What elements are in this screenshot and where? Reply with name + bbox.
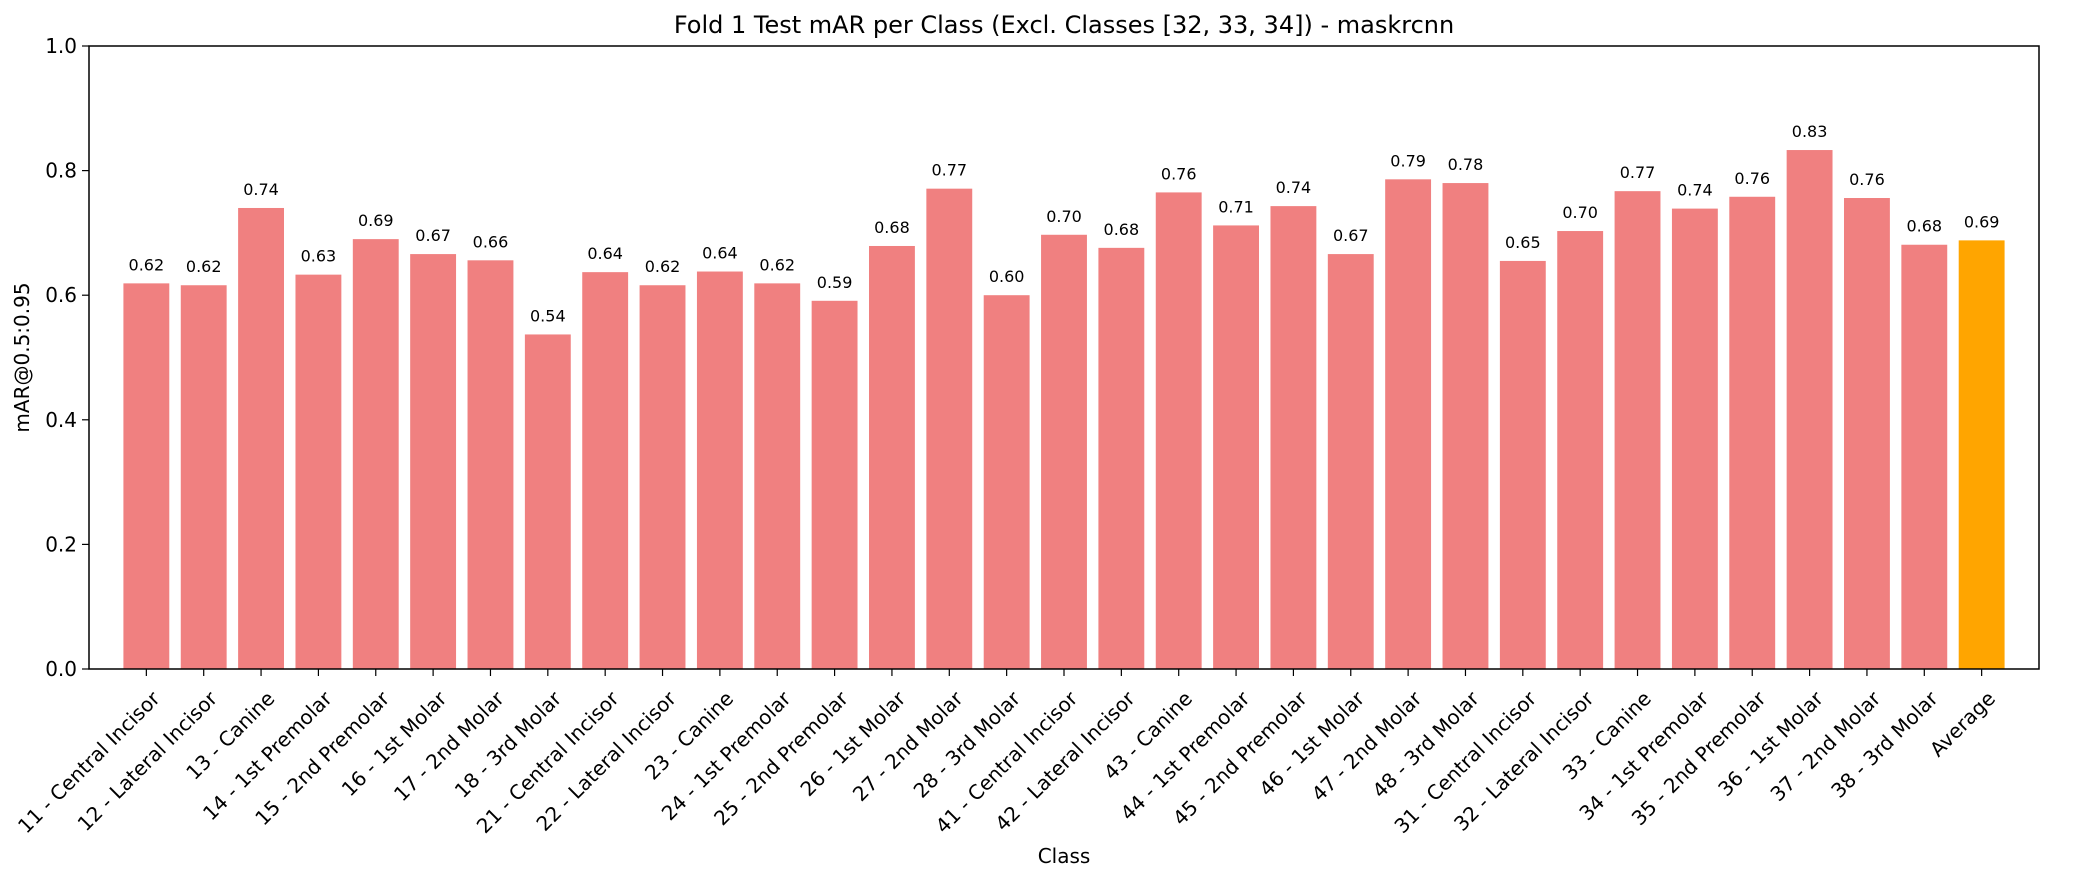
bar xyxy=(811,300,858,669)
x-axis-label: Class xyxy=(1038,844,1091,868)
y-tick-label: 1.0 xyxy=(45,34,77,58)
bar xyxy=(1327,254,1374,669)
bar-value-label: 0.60 xyxy=(989,267,1025,286)
bar-value-label: 0.77 xyxy=(931,161,967,180)
y-tick-label: 0.8 xyxy=(45,159,77,183)
bar xyxy=(1155,192,1202,669)
bar-value-label: 0.68 xyxy=(1906,217,1942,236)
bar-value-label: 0.76 xyxy=(1734,169,1770,188)
bars-layer xyxy=(123,150,2005,670)
y-tick-label: 0.4 xyxy=(45,408,77,432)
bar xyxy=(983,295,1030,669)
bar-value-label: 0.64 xyxy=(702,244,738,263)
bar-value-labels: 0.62 0.62 0.74 0.63 0.69 0.67 0.66 0.54 0.64 0.62… xyxy=(129,122,2000,325)
bar-value-label: 0.77 xyxy=(1620,163,1656,182)
bar xyxy=(410,254,457,669)
bar-value-label: 0.62 xyxy=(129,255,165,274)
bar-value-label: 0.70 xyxy=(1562,203,1598,222)
bar-value-label: 0.59 xyxy=(817,273,853,292)
bar-value-label: 0.68 xyxy=(874,218,910,237)
bar-value-label: 0.65 xyxy=(1505,233,1541,252)
bar-value-label: 0.83 xyxy=(1792,122,1828,141)
bar xyxy=(1041,234,1087,670)
bar xyxy=(582,272,629,669)
bar xyxy=(1098,247,1145,670)
bar xyxy=(1844,198,1890,669)
bar-value-label: 0.70 xyxy=(1046,207,1082,226)
bar-value-label: 0.74 xyxy=(1276,178,1312,197)
bar xyxy=(1786,150,1833,669)
bar xyxy=(352,239,399,669)
bar xyxy=(1901,244,1948,669)
y-tick-label: 0.2 xyxy=(45,532,77,556)
bar-value-label: 0.71 xyxy=(1218,197,1254,216)
y-axis-label: mAR@0.5:0.95 xyxy=(10,282,34,432)
bar-value-label: 0.69 xyxy=(358,211,394,230)
bar-value-label: 0.63 xyxy=(301,247,337,266)
bar-value-label: 0.62 xyxy=(645,257,681,276)
bar-value-label: 0.66 xyxy=(473,232,509,251)
bar xyxy=(238,207,284,670)
bar-value-label: 0.78 xyxy=(1448,155,1484,174)
plot-frame xyxy=(88,45,2040,670)
bar xyxy=(1557,231,1604,669)
bar-value-label: 0.67 xyxy=(415,226,451,245)
bar-value-label: 0.74 xyxy=(243,180,279,199)
bar-value-label: 0.68 xyxy=(1104,220,1140,239)
bar xyxy=(123,283,170,669)
bar-value-label: 0.74 xyxy=(1677,181,1713,200)
bar-value-label: 0.79 xyxy=(1390,151,1426,170)
bar xyxy=(1499,260,1546,669)
bar-value-label: 0.62 xyxy=(186,257,222,276)
bar xyxy=(1270,206,1317,669)
bar xyxy=(639,285,686,669)
chart-title: Fold 1 Test mAR per Class (Excl. Classes… xyxy=(674,11,1454,39)
bar xyxy=(1385,179,1432,669)
y-tick-label: 0.0 xyxy=(45,657,77,681)
bar xyxy=(926,188,973,670)
bar-value-label: 0.69 xyxy=(1964,212,2000,231)
bar xyxy=(1729,196,1776,670)
bar xyxy=(1442,183,1489,669)
bar xyxy=(1671,208,1718,669)
y-tick-label: 0.6 xyxy=(45,283,77,307)
bar-value-label: 0.54 xyxy=(530,306,566,325)
bar xyxy=(180,285,227,669)
bar xyxy=(295,274,342,669)
bar xyxy=(869,245,915,669)
bar-value-label: 0.67 xyxy=(1333,226,1369,245)
bar xyxy=(524,334,571,669)
bar xyxy=(1213,225,1259,669)
bar xyxy=(696,271,743,669)
bar-value-label: 0.76 xyxy=(1849,170,1885,189)
bar-value-label: 0.64 xyxy=(587,244,623,263)
bar-value-label: 0.76 xyxy=(1161,164,1197,183)
bar xyxy=(1614,191,1661,669)
bar xyxy=(754,283,801,669)
bar-value-label: 0.62 xyxy=(759,255,795,274)
average-bar xyxy=(1958,240,2005,669)
y-axis-ticks: 0.0 0.2 0.4 0.6 0.8 1.0 xyxy=(45,34,89,681)
bar xyxy=(467,260,514,669)
